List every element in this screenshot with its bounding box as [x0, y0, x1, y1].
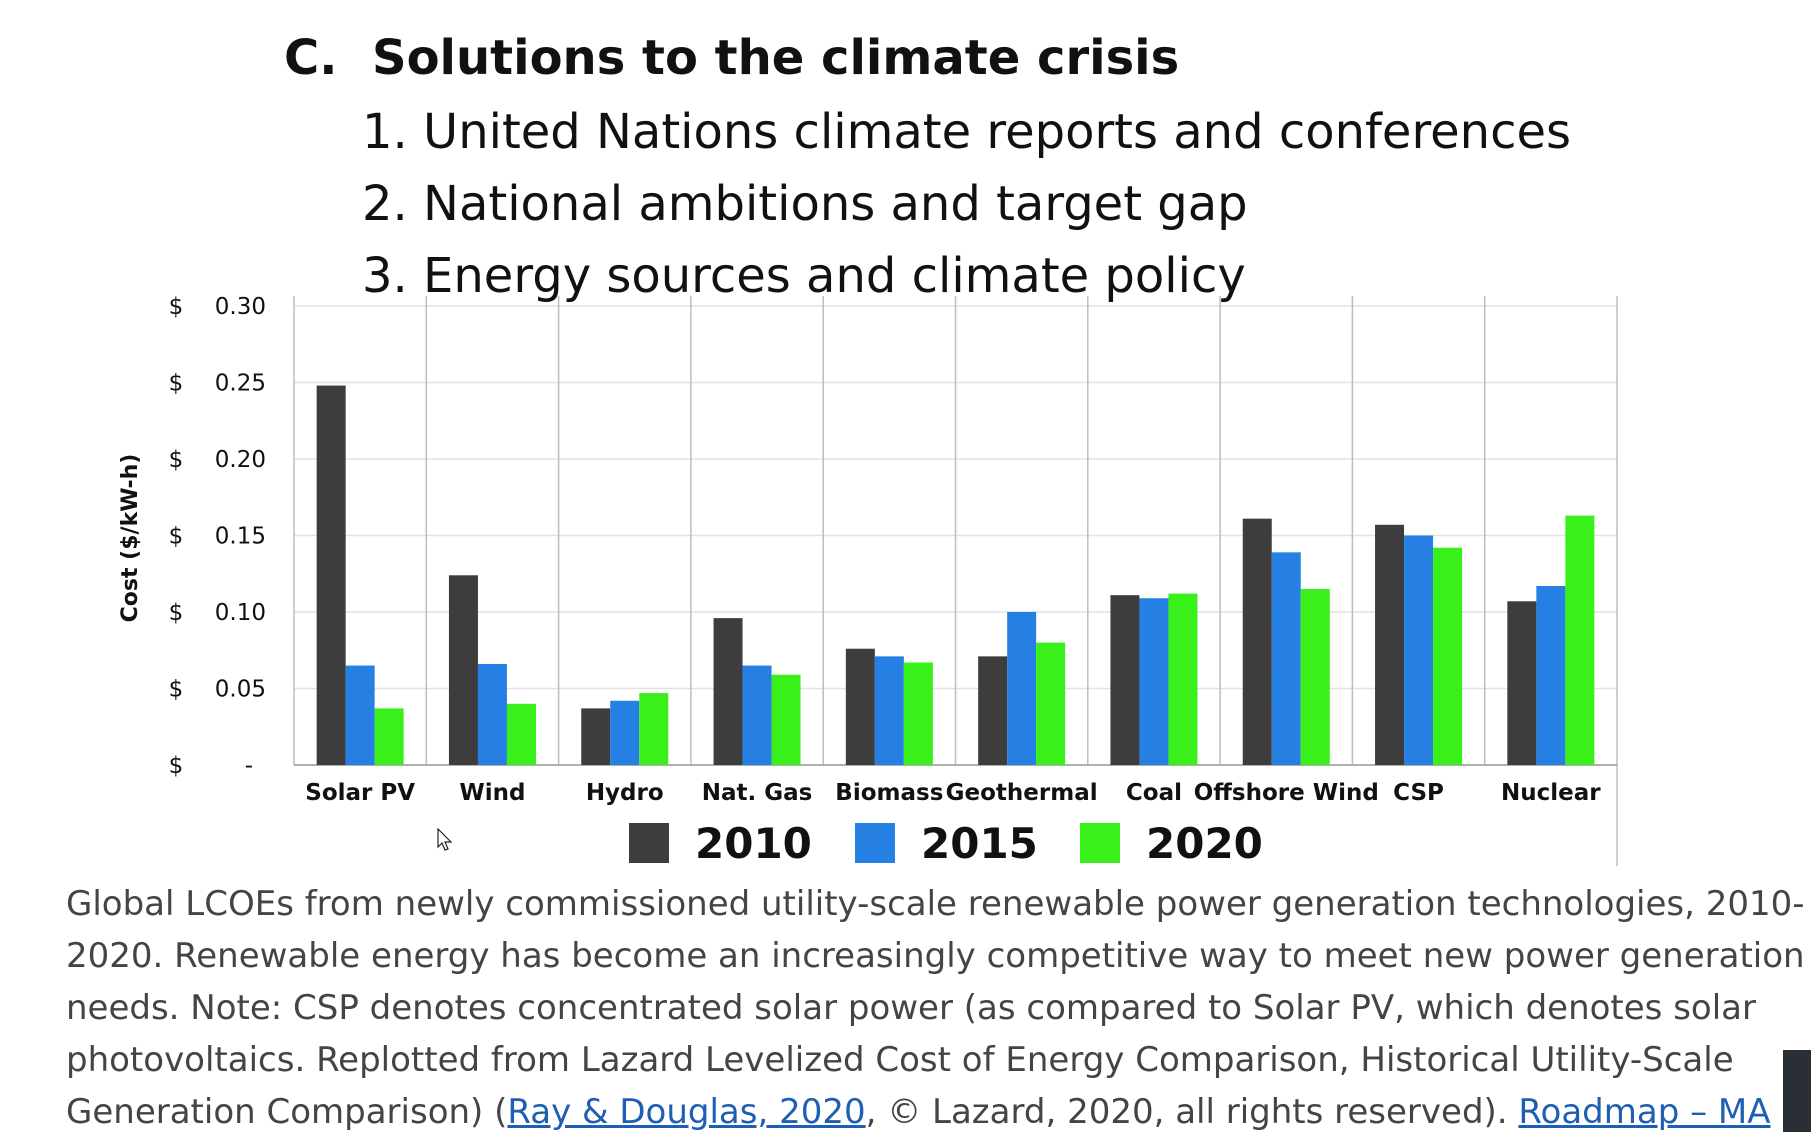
caption-line-5-middle: , © Lazard, 2020, all rights reserved). [865, 1092, 1519, 1132]
x-tick-label: Biomass [835, 780, 943, 806]
y-axis-title: Cost ($/kW-h) [118, 454, 143, 623]
lcoe-bar-chart: $0.30 $ 0.25 $ 0.20 $ 0.15 $ 0.10 $ 0.05 $ - Solar P… [118, 294, 1618, 868]
bar-2010-coal [1110, 595, 1140, 765]
bar-2010-nat-gas [713, 618, 743, 765]
bar-2020-nuclear [1565, 515, 1595, 765]
outline-item-1: 1. United Nations climate reports and co… [362, 104, 1571, 160]
bar-2020-geothermal [1036, 642, 1066, 765]
y-tick-currency: $ [169, 371, 184, 397]
y-tick-label: 0.10 [215, 600, 266, 626]
x-tick-label: CSP [1393, 780, 1444, 806]
roadmap-link[interactable]: Roadmap – MA [1518, 1092, 1771, 1132]
bar-2010-wind [448, 575, 478, 765]
caption-line-5: Generation Comparison) (Ray & Douglas, 2… [66, 1086, 1811, 1138]
bar-2010-nuclear [1507, 601, 1537, 765]
x-tick-label: Nuclear [1501, 780, 1601, 806]
y-tick-label: 0.20 [215, 447, 266, 473]
y-tick-currency: $ [169, 677, 184, 703]
bar-2020-wind [506, 703, 536, 765]
bar-2015-csp [1404, 535, 1434, 765]
bar-2015-nuclear [1536, 585, 1566, 765]
outline-item-2: 2. National ambitions and target gap [362, 176, 1248, 232]
x-tick-label: Hydro [586, 780, 664, 806]
bar-2015-coal [1139, 598, 1169, 765]
slide-heading: C. Solutions to the climate crisis [284, 30, 1179, 86]
bar-2020-hydro [639, 693, 669, 765]
bar-2010-geothermal [978, 656, 1008, 765]
y-tick-currency: $ [169, 753, 184, 779]
citation-link[interactable]: Ray & Douglas, 2020 [507, 1092, 866, 1132]
bar-2015-solar-pv [345, 665, 375, 765]
legend-label-2020: 2020 [1146, 819, 1263, 868]
legend-swatch-2010 [629, 823, 669, 863]
bar-2010-solar-pv [316, 385, 346, 765]
bar-2020-offshore-wind [1300, 589, 1330, 765]
bar-2015-biomass [874, 656, 904, 765]
legend-swatch-2015 [855, 823, 895, 863]
bar-2015-hydro [610, 700, 640, 765]
mouse-pointer-icon [437, 828, 453, 851]
bar-2020-nat-gas [771, 674, 801, 765]
caption-line-5-prefix: Generation Comparison) ( [66, 1092, 508, 1132]
legend-label-2015: 2015 [921, 819, 1038, 868]
caption-line-1: Global LCOEs from newly commissioned uti… [66, 884, 1805, 924]
caption-line-4: photovoltaics. Replotted from Lazard Lev… [66, 1040, 1734, 1080]
y-tick-currency: $ [169, 524, 184, 550]
bar-2010-biomass [845, 648, 875, 765]
bar-2015-wind [477, 664, 507, 765]
x-tick-label: Wind [459, 780, 525, 806]
bar-2015-geothermal [1007, 612, 1037, 765]
y-tick-label: 0.30 [215, 294, 266, 320]
x-tick-label: Solar PV [305, 780, 415, 806]
y-axis-ticks: $0.30 $ 0.25 $ 0.20 $ 0.15 $ 0.10 $ 0.05 $ - [169, 294, 266, 779]
bar-2010-offshore-wind [1242, 518, 1272, 765]
legend-label-2010: 2010 [695, 819, 812, 868]
heading-letter: C. [284, 30, 338, 86]
y-tick-label: 0.15 [215, 524, 266, 550]
x-tick-label: Coal [1126, 780, 1182, 806]
bar-2015-offshore-wind [1271, 552, 1301, 765]
y-tick-label: - [245, 753, 253, 779]
y-tick-currency: $ [169, 600, 184, 626]
bar-2020-csp [1433, 547, 1463, 765]
bar-2020-biomass [903, 662, 933, 765]
heading-title: Solutions to the climate crisis [372, 30, 1180, 86]
y-tick-label: 0.05 [215, 677, 266, 703]
outline-item-3: 3. Energy sources and climate policy [362, 248, 1246, 304]
legend-swatch-2020 [1080, 823, 1120, 863]
chart-legend: 2010 2015 2020 [629, 819, 1263, 868]
bar-2010-hydro [581, 708, 611, 765]
caption-line-2: 2020. Renewable energy has become an inc… [66, 936, 1805, 976]
y-tick-currency: $ [169, 447, 184, 473]
chart-bars [316, 385, 1595, 765]
figure-caption: Global LCOEs from newly commissioned uti… [66, 878, 1811, 1138]
y-tick-currency: $ [169, 294, 184, 320]
x-tick-label: Offshore Wind [1194, 780, 1379, 806]
bar-2020-coal [1168, 593, 1198, 765]
window-corner-tab [1783, 1050, 1811, 1132]
caption-line-3: needs. Note: CSP denotes concentrated so… [66, 988, 1756, 1028]
x-tick-label: Nat. Gas [702, 780, 813, 806]
bar-2015-nat-gas [742, 665, 772, 765]
x-tick-label: Geothermal [946, 780, 1098, 806]
y-tick-label: 0.25 [215, 371, 266, 397]
bar-2020-solar-pv [374, 708, 404, 765]
bar-2010-csp [1375, 524, 1405, 765]
x-axis-labels: Solar PV Wind Hydro Nat. Gas Biomass Geotherm… [305, 780, 1601, 806]
